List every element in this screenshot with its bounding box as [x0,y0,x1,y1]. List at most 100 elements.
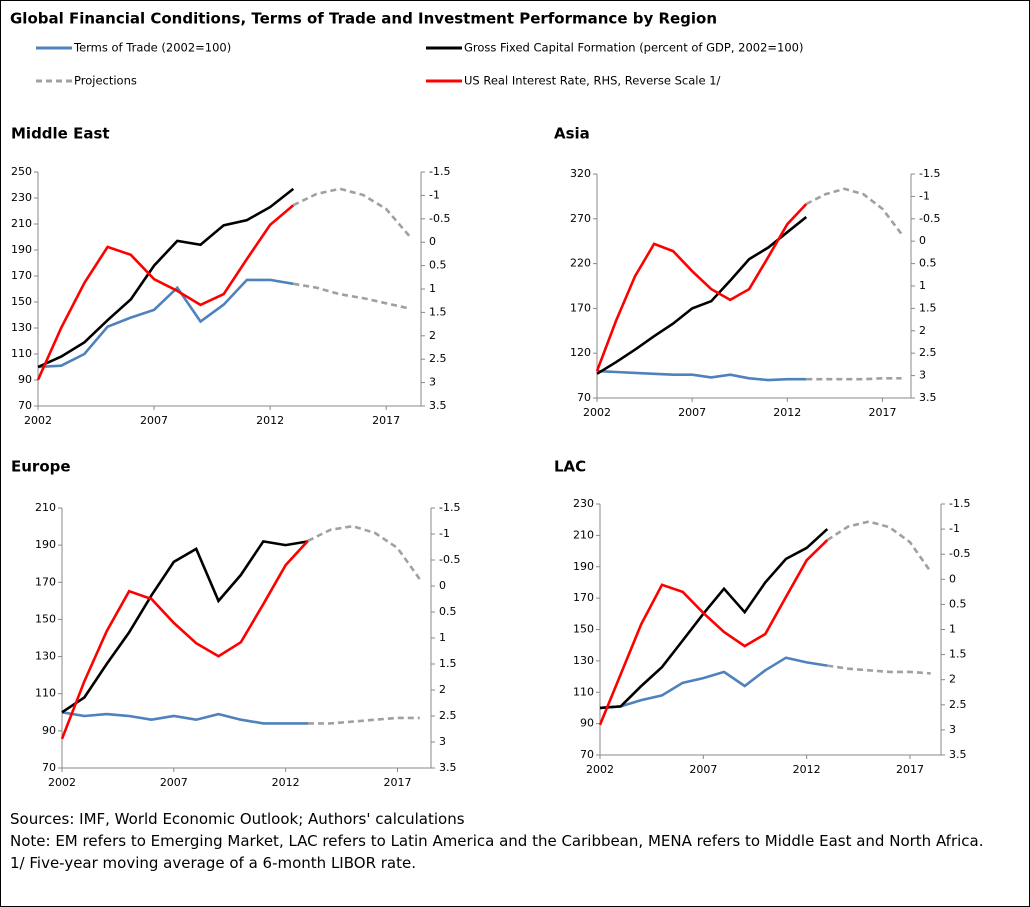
series-line [599,656,828,710]
y-tick-label: 190 [573,560,594,573]
x-tick-label: 2012 [773,406,801,419]
panel-title: Asia [554,125,590,143]
y2-tick-label: 2.5 [949,698,967,711]
y-tick-label: 90 [42,724,56,737]
y-tick-label: 250 [11,165,32,178]
legend-label: Gross Fixed Capital Formation (percent o… [464,41,803,55]
x-tick-label: 2017 [896,763,924,776]
x-tick-label: 2012 [793,763,821,776]
y-tick-label: 270 [570,212,591,225]
note: Sources: IMF, World Economic Outlook; Au… [10,810,465,828]
y-tick-label: 130 [11,321,32,334]
panel-title: Middle East [11,125,110,143]
y2-tick-label: 3 [949,723,956,736]
y-tick-label: 170 [573,591,594,604]
x-tick-label: 2002 [48,776,76,789]
y2-tick-label: 1.5 [919,301,937,314]
x-tick-label: 2002 [583,406,611,419]
note: 1/ Five-year moving average of a 6-month… [10,854,416,872]
y-tick-label: 110 [35,687,56,700]
y2-tick-label: -1.5 [429,165,450,178]
y2-tick-label: 2.5 [429,352,447,365]
y2-tick-label: -1 [429,188,440,201]
y2-tick-label: -1 [949,522,960,535]
y2-tick-label: 2.5 [439,709,457,722]
y2-tick-label: 0.5 [919,257,937,270]
y2-tick-label: 1.5 [429,305,447,318]
y2-tick-label: 1 [439,631,446,644]
y-tick-label: 210 [35,501,56,514]
series-line [827,664,931,675]
x-tick-label: 2007 [140,414,168,427]
y-tick-label: 170 [11,269,32,282]
y-tick-label: 70 [42,761,56,774]
x-tick-label: 2012 [272,776,300,789]
panel-title: Europe [11,458,71,476]
y-tick-label: 320 [570,167,591,180]
note: Note: EM refers to Emerging Market, LAC … [10,832,984,850]
y2-tick-label: 3.5 [919,391,937,404]
y2-tick-label: -0.5 [919,212,940,225]
chart: Global Financial Conditions, Terms of Tr… [10,10,970,790]
series-line [37,278,294,369]
y-tick-label: 130 [35,650,56,663]
panel-title: LAC [554,458,586,476]
series-line [598,539,829,726]
x-tick-label: 2017 [868,406,896,419]
y2-tick-label: 3 [439,735,446,748]
y2-tick-label: -1.5 [919,167,940,180]
series-line [596,215,808,375]
y2-tick-label: 1.5 [439,657,457,670]
y-tick-label: 150 [573,623,594,636]
y-tick-label: 70 [580,748,594,761]
x-tick-label: 2007 [678,406,706,419]
series-line [826,520,932,573]
series-line [307,524,421,580]
legend-label: US Real Interest Rate, RHS, Reverse Scal… [464,74,721,88]
series-line [596,369,807,382]
y2-tick-label: 2 [439,683,446,696]
y-tick-label: 190 [35,538,56,551]
series-line [37,187,295,369]
series-line [599,528,829,710]
y2-tick-label: 2 [919,324,926,337]
x-tick-label: 2002 [24,414,52,427]
y-tick-label: 230 [573,497,594,510]
y2-tick-label: 3 [919,369,926,382]
legend-label: Projections [74,74,137,88]
figure-title: Global Financial Conditions, Terms of Tr… [10,10,717,28]
y2-tick-label: 2.5 [919,346,937,359]
series-line [60,539,309,740]
y-tick-label: 210 [11,217,32,230]
y2-tick-label: 1.5 [949,648,967,661]
y2-tick-label: 3.5 [439,761,457,774]
y2-tick-label: 0 [919,234,926,247]
x-tick-label: 2017 [383,776,411,789]
y2-tick-label: -0.5 [429,212,450,225]
y2-tick-label: 0 [439,579,446,592]
y-tick-label: 90 [580,717,594,730]
legend-label: Terms of Trade (2002=100) [73,41,231,55]
x-tick-label: 2012 [256,414,284,427]
y-tick-label: 110 [573,685,594,698]
y-tick-label: 210 [573,528,594,541]
series-line [36,204,295,381]
y-tick-label: 120 [570,346,591,359]
y-tick-label: 150 [11,295,32,308]
y2-tick-label: 0 [429,235,436,248]
y-tick-label: 90 [18,373,32,386]
y2-tick-label: 2 [429,329,436,342]
y2-tick-label: 0.5 [429,259,447,272]
y2-tick-label: 0 [949,572,956,585]
y-tick-label: 70 [577,391,591,404]
series-line [595,203,808,372]
y2-tick-label: -0.5 [439,553,460,566]
notes: Sources: IMF, World Economic Outlook; Au… [10,808,985,874]
y2-tick-label: -1 [439,527,450,540]
y2-tick-label: -1.5 [949,497,970,510]
y2-tick-label: 0.5 [439,605,457,618]
y2-tick-label: -0.5 [949,547,970,560]
y2-tick-label: 0.5 [949,597,967,610]
y2-tick-label: -1.5 [439,501,460,514]
